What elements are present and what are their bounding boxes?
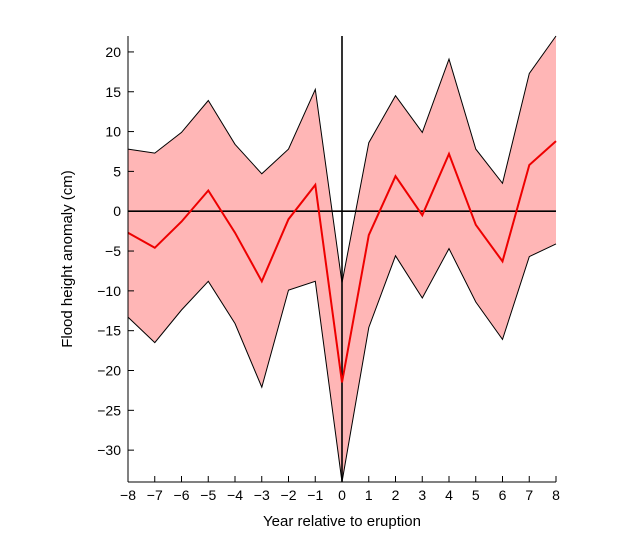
x-tick-label: −5 bbox=[200, 487, 216, 503]
x-tick-label: −6 bbox=[174, 487, 190, 503]
y-tick-label: −5 bbox=[105, 243, 121, 259]
y-tick-label: 15 bbox=[105, 84, 121, 100]
x-tick-label: 0 bbox=[338, 487, 346, 503]
x-tick-label: −2 bbox=[281, 487, 297, 503]
y-tick-label: −20 bbox=[97, 363, 121, 379]
x-tick-label: −1 bbox=[307, 487, 323, 503]
x-tick-label: 7 bbox=[525, 487, 533, 503]
plot-area bbox=[127, 35, 557, 483]
y-tick-label: −15 bbox=[97, 323, 121, 339]
y-tick-label: −25 bbox=[97, 402, 121, 418]
axes: −8 −7 −6 −5 −4 −3 −2 −1 0 1 2 3 4 5 6 7 820151050−5−10−1… bbox=[97, 36, 560, 503]
x-tick-label: 8 bbox=[552, 487, 560, 503]
x-tick-label: 5 bbox=[472, 487, 480, 503]
x-tick-label: 2 bbox=[392, 487, 400, 503]
y-tick-label: −30 bbox=[97, 442, 121, 458]
confidence-band bbox=[128, 36, 556, 482]
y-tick-label: 0 bbox=[113, 203, 121, 219]
y-tick-label: 20 bbox=[105, 44, 121, 60]
y-axis-label: Flood height anomaly (cm) bbox=[59, 170, 76, 348]
x-tick-label: −3 bbox=[254, 487, 270, 503]
mean-series-line bbox=[127, 140, 557, 383]
x-tick-label: 3 bbox=[418, 487, 426, 503]
x-axis-label: Year relative to eruption bbox=[263, 513, 421, 530]
x-tick-label: −4 bbox=[227, 487, 243, 503]
x-tick-label: −7 bbox=[147, 487, 163, 503]
x-tick-label: 6 bbox=[499, 487, 507, 503]
x-tick-label: 4 bbox=[445, 487, 453, 503]
x-tick-label: −8 bbox=[120, 487, 136, 503]
y-tick-label: 10 bbox=[105, 124, 121, 140]
y-tick-label: −10 bbox=[97, 283, 121, 299]
y-tick-label: 5 bbox=[113, 163, 121, 179]
x-tick-label: 1 bbox=[365, 487, 373, 503]
